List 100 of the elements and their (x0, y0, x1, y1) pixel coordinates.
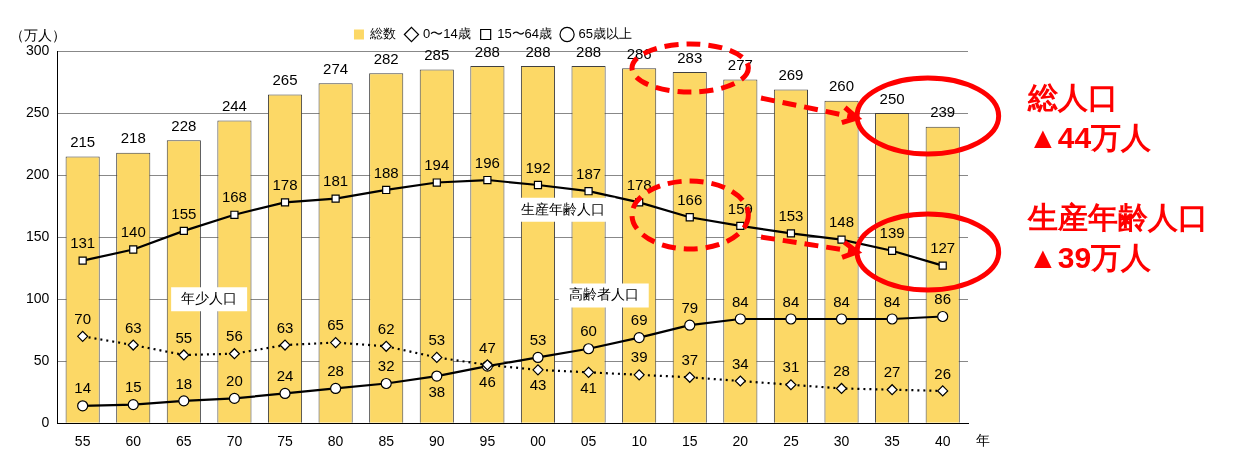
x-tick-label: 40 (934, 433, 951, 450)
data-label: 148 (829, 213, 855, 231)
data-label: 155 (171, 204, 197, 222)
x-tick-label: 60 (125, 433, 142, 450)
data-label: 228 (171, 116, 197, 134)
data-label: 140 (120, 223, 146, 241)
data-label: 34 (732, 354, 749, 372)
data-label: 26 (934, 364, 952, 382)
text: 総人口 ▲44万人 (1028, 80, 1153, 156)
data-label: 274 (323, 59, 349, 77)
data-label: 38 (428, 382, 446, 400)
data-label: 244 (221, 97, 247, 115)
data-label: 215 (70, 133, 96, 151)
annotation: 生産年齢人口 (521, 200, 606, 217)
data-label: 260 (829, 77, 855, 95)
data-label: 288 (474, 42, 500, 60)
legend-label: 15〜64歳 (497, 26, 553, 42)
data-label: 239 (930, 103, 956, 121)
legend-label: 65歳以上 (578, 26, 633, 42)
data-label: 139 (879, 224, 905, 242)
y-tick-label: 50 (33, 352, 50, 369)
data-label: 194 (424, 156, 450, 174)
annotation: 年少人口 (181, 289, 238, 306)
data-label: 24 (276, 367, 294, 385)
data-label: 53 (529, 331, 547, 349)
data-label: 28 (327, 362, 344, 380)
data-label: 41 (580, 378, 597, 396)
data-label: 18 (175, 374, 193, 392)
x-tick-label: 20 (732, 433, 749, 450)
x-tick-label: 05 (580, 433, 597, 450)
data-label: 288 (525, 42, 551, 60)
data-label: 55 (175, 328, 193, 346)
data-label: 63 (124, 318, 142, 336)
data-label: 60 (580, 322, 597, 340)
x-tick-label: 30 (833, 433, 850, 450)
x-tick-label: 00 (530, 433, 546, 450)
x-tick-label: 15 (681, 433, 698, 450)
data-label: 46 (479, 372, 496, 390)
x-tick-label: 55 (74, 433, 91, 450)
data-label: 53 (428, 331, 446, 349)
text: 生産年齢人口 ▲39万人 (1028, 200, 1209, 276)
data-label: 178 (272, 176, 298, 193)
data-label: 181 (323, 172, 349, 190)
y-tick-label: 250 (26, 103, 50, 120)
data-label: 269 (778, 66, 804, 84)
data-label: 37 (681, 350, 699, 368)
data-label: 188 (373, 163, 399, 181)
data-label: 31 (782, 358, 800, 376)
annotation: 高齢者人口 (568, 286, 639, 303)
x-tick-label: 90 (429, 433, 445, 450)
data-label: 39 (630, 348, 648, 366)
data-label: 63 (276, 318, 294, 336)
data-label: 56 (226, 327, 243, 345)
data-label: 196 (474, 153, 500, 171)
x-tick-label: 70 (226, 433, 243, 450)
data-label: 15 (124, 378, 142, 396)
data-label: 166 (677, 190, 703, 208)
x-tick-label: 75 (277, 433, 294, 450)
x-tick-label: 10 (631, 433, 648, 450)
data-label: 14 (74, 379, 91, 397)
x-tick-label: 25 (783, 433, 799, 450)
legend-label: 総数 (369, 26, 397, 42)
x-tick-label: 85 (378, 433, 395, 450)
data-label: 187 (576, 164, 602, 182)
data-label: 265 (272, 71, 298, 89)
data-label: 84 (883, 292, 901, 310)
data-label: 127 (930, 239, 956, 257)
legend-label: 0〜14歳 (422, 26, 471, 42)
data-label: 283 (677, 48, 703, 66)
y-tick-label: 300 (26, 41, 50, 58)
data-label: 43 (529, 376, 547, 394)
data-label: 178 (626, 176, 652, 193)
x-tick-label: 35 (884, 433, 901, 450)
data-label: 47 (479, 338, 496, 356)
data-label: 84 (833, 292, 850, 310)
data-label: 192 (525, 158, 551, 176)
y-axis-title: （万人） (10, 26, 66, 43)
data-label: 131 (70, 234, 96, 252)
data-label: 282 (373, 49, 399, 67)
data-label: 69 (630, 311, 648, 329)
data-label: 27 (883, 363, 901, 381)
data-label: 153 (778, 207, 804, 225)
data-label: 28 (833, 362, 850, 380)
data-label: 168 (221, 188, 247, 206)
data-label: 20 (226, 372, 243, 390)
data-label: 218 (120, 129, 146, 147)
x-tick-label: 80 (327, 433, 344, 450)
data-label: 62 (377, 319, 395, 337)
data-label: 84 (782, 292, 800, 310)
data-label: 86 (934, 290, 952, 308)
data-label: 285 (424, 46, 450, 64)
x-axis-title: 年 (976, 432, 990, 449)
y-tick-label: 200 (26, 165, 50, 182)
x-tick-label: 95 (479, 433, 496, 450)
y-tick-label: 100 (26, 289, 50, 306)
data-label: 288 (576, 42, 602, 60)
x-tick-label: 65 (176, 433, 192, 450)
data-label: 32 (377, 357, 395, 375)
data-label: 84 (732, 292, 749, 310)
y-tick-label: 0 (41, 414, 50, 431)
